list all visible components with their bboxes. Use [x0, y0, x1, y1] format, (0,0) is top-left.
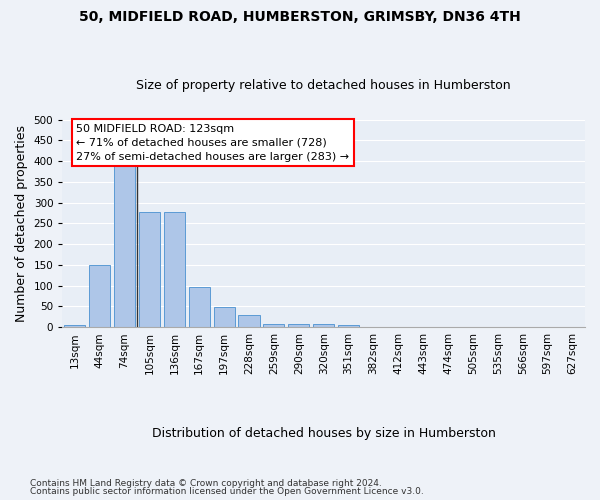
Bar	[139, 212, 160, 327]
Bar	[288, 324, 310, 327]
X-axis label: Distribution of detached houses by size in Humberston: Distribution of detached houses by size …	[152, 427, 496, 440]
Text: Contains HM Land Registry data © Crown copyright and database right 2024.: Contains HM Land Registry data © Crown c…	[30, 478, 382, 488]
Bar	[214, 307, 235, 327]
Bar	[238, 315, 260, 327]
Text: 50 MIDFIELD ROAD: 123sqm
← 71% of detached houses are smaller (728)
27% of semi-: 50 MIDFIELD ROAD: 123sqm ← 71% of detach…	[76, 124, 349, 162]
Title: Size of property relative to detached houses in Humberston: Size of property relative to detached ho…	[136, 79, 511, 92]
Bar	[313, 324, 334, 327]
Bar	[188, 288, 210, 327]
Y-axis label: Number of detached properties: Number of detached properties	[15, 125, 28, 322]
Bar	[114, 153, 135, 327]
Bar	[164, 212, 185, 327]
Bar	[338, 325, 359, 327]
Text: Contains public sector information licensed under the Open Government Licence v3: Contains public sector information licen…	[30, 487, 424, 496]
Text: 50, MIDFIELD ROAD, HUMBERSTON, GRIMSBY, DN36 4TH: 50, MIDFIELD ROAD, HUMBERSTON, GRIMSBY, …	[79, 10, 521, 24]
Bar	[64, 325, 85, 327]
Bar	[89, 265, 110, 327]
Bar	[263, 324, 284, 327]
